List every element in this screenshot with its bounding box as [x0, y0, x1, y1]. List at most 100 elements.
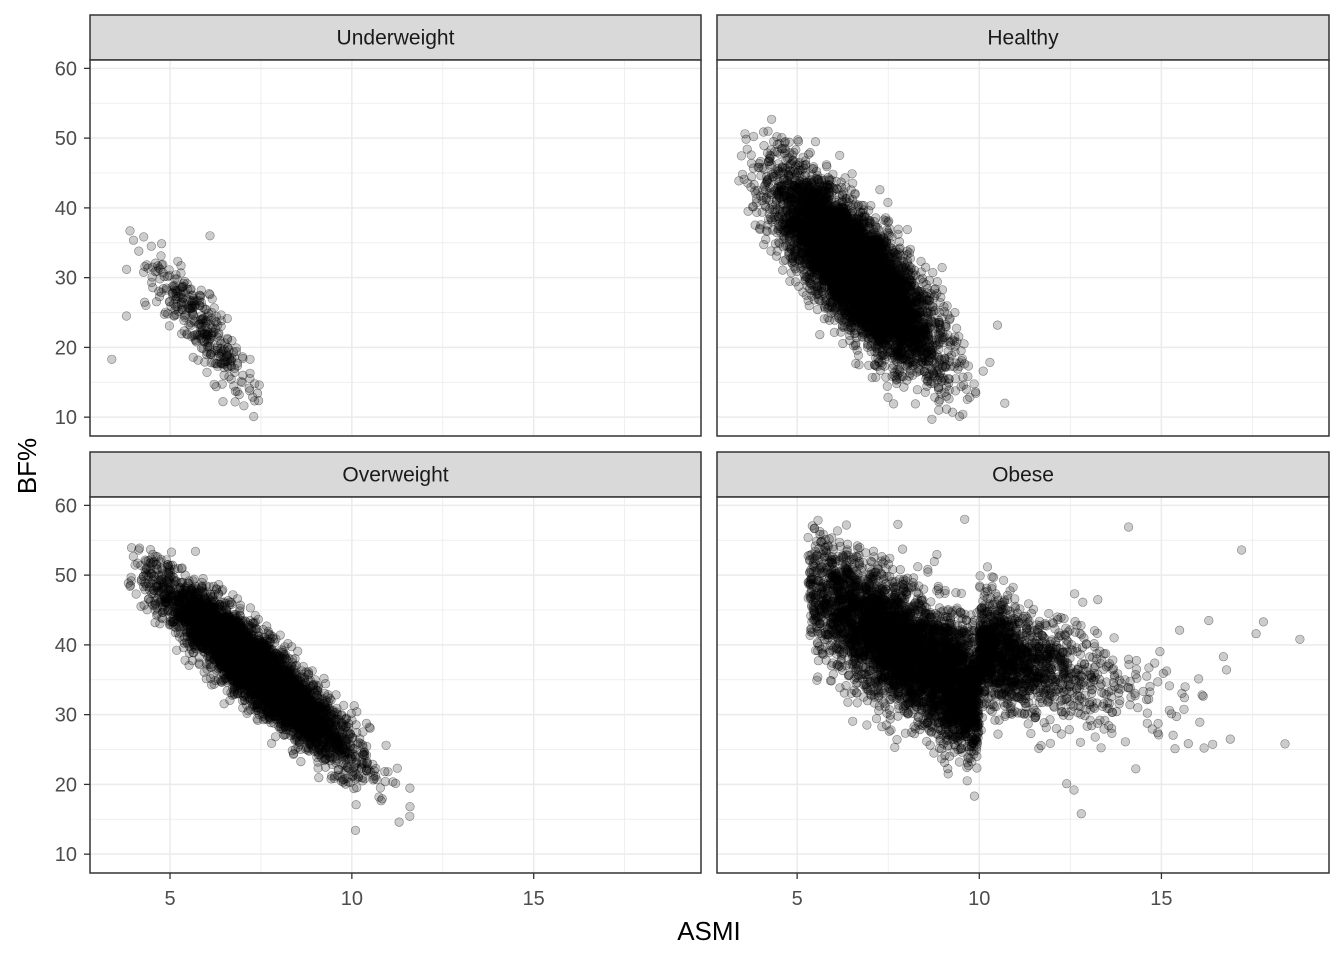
- scatter-point: [850, 290, 860, 300]
- scatter-point: [232, 361, 243, 371]
- scatter-point: [226, 374, 236, 384]
- scatter-point: [183, 303, 193, 314]
- scatter-point: [171, 288, 181, 299]
- scatter-point: [846, 265, 857, 275]
- scatter-point: [200, 304, 210, 314]
- scatter-point: [791, 214, 801, 224]
- scatter-point: [171, 285, 181, 295]
- scatter-point: [823, 192, 833, 202]
- scatter-point: [834, 241, 844, 252]
- scatter-point: [220, 338, 230, 348]
- scatter-point: [852, 218, 862, 228]
- scatter-point: [190, 334, 200, 344]
- scatter-point: [857, 239, 867, 249]
- scatter-point: [159, 271, 169, 282]
- scatter-point: [858, 294, 868, 304]
- scatter-point: [847, 228, 857, 238]
- scatter-point: [171, 301, 181, 312]
- facet-panel: Underweight: [89, 14, 702, 437]
- scatter-point: [223, 350, 233, 360]
- scatter-point: [172, 274, 182, 284]
- scatter-point: [858, 285, 869, 295]
- scatter-point: [878, 286, 888, 297]
- scatter-point: [845, 289, 855, 299]
- scatter-point: [175, 285, 185, 295]
- scatter-point: [254, 396, 264, 406]
- scatter-point: [215, 352, 225, 362]
- scatter-point: [181, 310, 191, 320]
- scatter-point: [876, 272, 886, 282]
- scatter-point: [890, 276, 901, 286]
- scatter-point: [169, 280, 179, 291]
- scatter-point: [216, 358, 226, 369]
- scatter-point: [823, 211, 833, 221]
- panel-background: [717, 60, 1329, 436]
- scatter-point: [850, 251, 860, 261]
- scatter-point: [146, 241, 156, 251]
- scatter-point: [219, 359, 229, 369]
- scatter-point: [207, 348, 217, 358]
- scatter-point: [216, 316, 226, 326]
- scatter-point: [151, 297, 162, 307]
- scatter-point: [836, 263, 846, 273]
- scatter-point: [207, 313, 217, 323]
- scatter-point: [799, 164, 809, 174]
- scatter-point: [906, 278, 916, 288]
- scatter-point: [899, 382, 909, 392]
- scatter-point: [792, 184, 802, 194]
- scatter-point: [831, 291, 841, 301]
- scatter-point: [810, 137, 821, 147]
- scatter-point: [225, 354, 235, 364]
- scatter-point: [811, 188, 821, 198]
- scatter-point: [192, 329, 202, 339]
- scatter-point: [213, 361, 223, 371]
- scatter-point: [194, 319, 204, 329]
- scatter-point: [820, 240, 831, 250]
- scatter-point: [830, 256, 840, 266]
- scatter-point: [850, 261, 861, 271]
- scatter-point: [185, 285, 195, 295]
- scatter-point: [186, 318, 196, 328]
- scatter-point: [180, 311, 190, 321]
- scatter-point: [868, 250, 878, 261]
- scatter-point: [212, 343, 222, 354]
- scatter-point: [182, 294, 192, 304]
- scatter-point: [778, 265, 788, 275]
- scatter-point: [829, 228, 839, 238]
- scatter-point: [202, 350, 212, 360]
- scatter-point: [847, 230, 857, 240]
- scatter-point: [790, 218, 801, 228]
- scatter-point: [249, 411, 259, 422]
- scatter-point: [169, 299, 179, 309]
- scatter-point: [223, 343, 233, 353]
- scatter-point: [876, 330, 886, 341]
- scatter-point: [816, 259, 826, 269]
- scatter-point: [855, 314, 865, 324]
- scatter-point: [814, 206, 824, 216]
- scatter-point: [885, 301, 895, 311]
- scatter-point: [191, 337, 201, 347]
- scatter-point: [834, 282, 845, 292]
- scatter-point: [205, 290, 215, 300]
- scatter-point: [211, 317, 221, 327]
- scatter-point: [842, 247, 853, 257]
- scatter-point: [883, 306, 894, 317]
- scatter-point: [245, 386, 255, 396]
- scatter-point: [869, 271, 880, 281]
- scatter-point: [877, 288, 887, 298]
- scatter-point: [846, 246, 856, 256]
- scatter-point: [219, 344, 229, 354]
- scatter-point: [927, 345, 938, 355]
- scatter-point: [875, 270, 885, 280]
- scatter-point: [826, 271, 837, 281]
- scatter-point: [876, 269, 886, 279]
- scatter-point: [834, 240, 844, 250]
- scatter-point: [884, 281, 895, 291]
- scatter-point: [927, 366, 937, 376]
- facet-title: Healthy: [987, 27, 1059, 50]
- scatter-point: [822, 238, 832, 248]
- scatter-point: [871, 288, 881, 298]
- scatter-point: [186, 300, 196, 310]
- scatter-point: [785, 166, 796, 176]
